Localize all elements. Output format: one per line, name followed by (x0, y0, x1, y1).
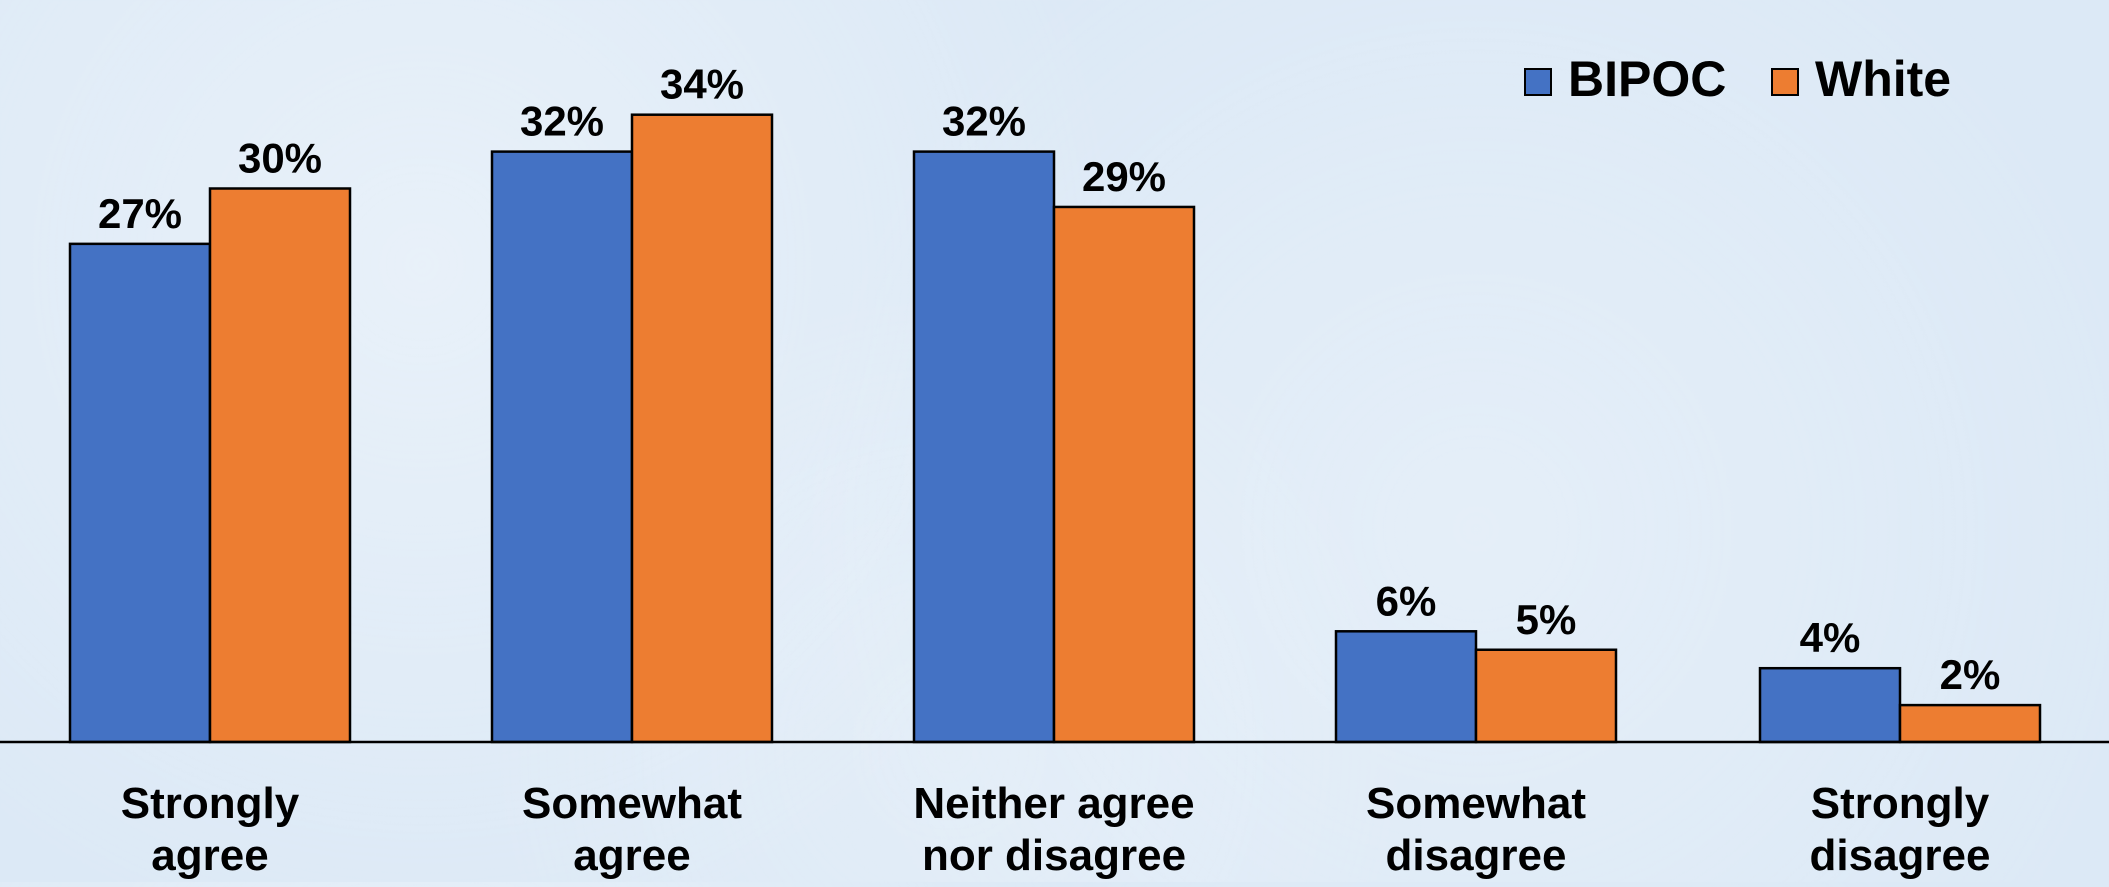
legend-swatch-white (1771, 68, 1799, 96)
bar-bipoc-4 (1334, 630, 1478, 744)
category-label-3: Neither agree nor disagree (913, 779, 1194, 880)
value-label-bipoc-1: 27% (98, 190, 182, 237)
value-label-white-1: 30% (238, 135, 322, 182)
bar-white-3 (1052, 205, 1196, 744)
bar-white-2 (630, 113, 774, 744)
category-labels-layer: Strongly agree Somewhat agree Neither agree n… (121, 779, 1991, 880)
bar-white-5 (1898, 703, 2042, 744)
value-label-white-4: 5% (1516, 596, 1577, 643)
value-label-white-3: 29% (1082, 153, 1166, 200)
legend: BIPOC White (1524, 51, 1951, 107)
value-label-bipoc-4: 6% (1376, 577, 1437, 624)
value-label-bipoc-2: 32% (520, 98, 604, 145)
bar-bipoc-1 (68, 242, 212, 744)
value-labels-layer: 27% 30% 32% 34% 32% 29% 6% 5% 4% 2% (98, 61, 2000, 698)
value-label-bipoc-5: 4% (1800, 614, 1861, 661)
legend-swatch-bipoc (1524, 68, 1552, 96)
bars-layer (68, 113, 2042, 744)
category-label-2: Somewhat agree (522, 779, 742, 880)
category-label-5: Strongly disagree (1810, 779, 1991, 880)
value-label-bipoc-3: 32% (942, 98, 1026, 145)
category-label-4: Somewhat disagree (1366, 779, 1586, 880)
value-label-white-5: 2% (1940, 651, 2001, 698)
bar-white-1 (208, 187, 352, 744)
bar-bipoc-2 (490, 150, 634, 744)
legend-label-white: White (1815, 51, 1951, 107)
bar-white-4 (1474, 648, 1618, 744)
category-label-1: Strongly agree (121, 779, 300, 880)
bar-bipoc-3 (912, 150, 1056, 744)
bar-bipoc-5 (1758, 666, 1902, 744)
legend-label-bipoc: BIPOC (1568, 51, 1726, 107)
value-label-white-2: 34% (660, 61, 744, 108)
